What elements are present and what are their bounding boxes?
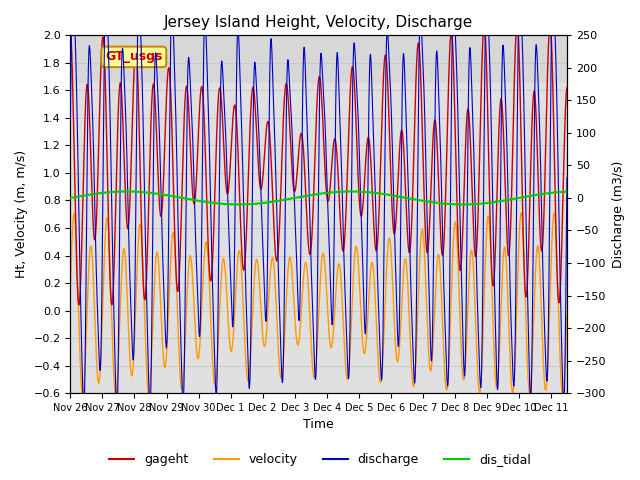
Bar (70, 28, 567, 84)
Y-axis label: Ht, Velocity (m, m/s): Ht, Velocity (m, m/s) (15, 150, 28, 278)
Text: GT_usgs: GT_usgs (105, 50, 163, 63)
X-axis label: Time: Time (303, 419, 334, 432)
Title: Jersey Island Height, Velocity, Discharge: Jersey Island Height, Velocity, Discharg… (164, 15, 474, 30)
Legend: gageht, velocity, discharge, dis_tidal: gageht, velocity, discharge, dis_tidal (104, 448, 536, 471)
Y-axis label: Discharge (m3/s): Discharge (m3/s) (612, 160, 625, 268)
